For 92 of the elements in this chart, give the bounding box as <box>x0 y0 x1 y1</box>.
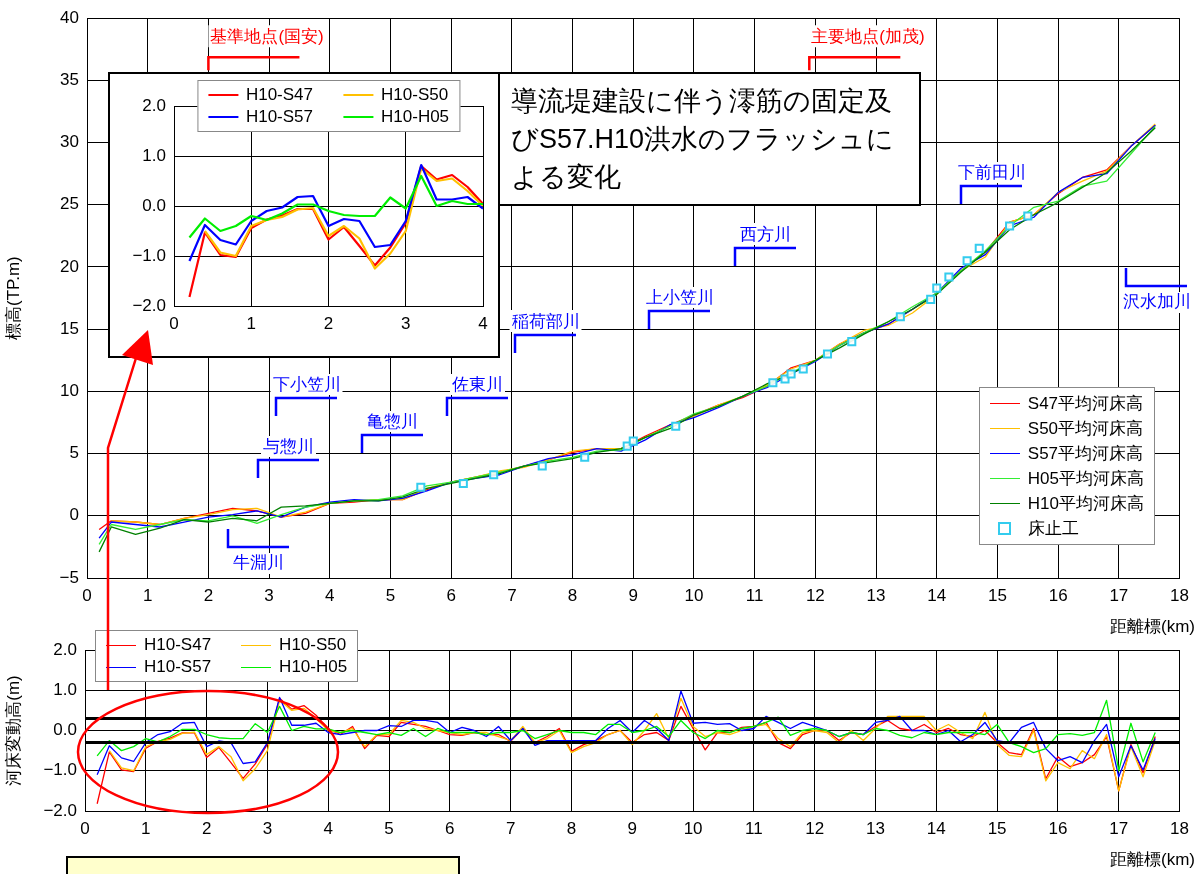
annotation: 下前田川 <box>957 163 1026 182</box>
x-tick-label: 14 <box>926 818 946 838</box>
legend-label: H10-H05 <box>381 107 450 127</box>
x-tick-label: 8 <box>566 818 577 838</box>
legend-label: 床止工 <box>1027 518 1079 540</box>
y-tick-label: 1.0 <box>142 145 166 165</box>
x-tick-label: 15 <box>987 585 1007 605</box>
annotation: 下小笠川 <box>272 375 341 394</box>
legend-label: H10-S57 <box>245 107 314 127</box>
x-tick-label: 16 <box>1048 585 1068 605</box>
y-tick-label: 2.0 <box>53 639 77 659</box>
x-tick-label: 10 <box>683 818 703 838</box>
x-tick-label: 14 <box>927 585 947 605</box>
x-tick-label: 15 <box>987 818 1007 838</box>
legend-label: S50平均河床高 <box>1027 418 1144 440</box>
x-tick-label: 0 <box>82 585 92 605</box>
legend-label: H10-S47 <box>144 635 212 655</box>
y-tick-label: 10 <box>60 381 79 401</box>
legend-label: H10-S50 <box>381 85 449 105</box>
x-tick-label: 4 <box>323 818 333 838</box>
legend-label: H10平均河床高 <box>1027 493 1144 515</box>
x-tick-label: 13 <box>866 585 886 605</box>
legend-label: S47平均河床高 <box>1027 393 1144 415</box>
x-tick-label: 4 <box>478 313 488 333</box>
y-tick-label: 0.0 <box>142 195 166 215</box>
y-tick-label: 35 <box>60 70 79 90</box>
annotation: 亀惣川 <box>367 412 418 431</box>
legend-label: H10-H05 <box>279 657 348 677</box>
y-tick-label: 25 <box>60 194 79 214</box>
x-tick-label: 9 <box>628 585 639 605</box>
legend-label: H10-S47 <box>245 85 314 105</box>
x-axis-title: 距離標(km) <box>1110 850 1195 869</box>
x-tick-label: 5 <box>384 818 394 838</box>
legend-label: H10-S57 <box>144 657 212 677</box>
x-tick-label: 11 <box>745 818 763 838</box>
x-tick-label: 2 <box>201 818 212 838</box>
y-tick-label: 0 <box>69 505 79 525</box>
y-tick-label: −1.0 <box>132 245 166 265</box>
ref-line-label: 主要地点(加茂) <box>811 27 925 47</box>
y-axis-title: 標高(TP.m) <box>3 256 23 340</box>
x-tick-label: 2 <box>323 313 334 333</box>
legend-label: S57平均河床高 <box>1027 443 1144 465</box>
x-tick-label: 3 <box>401 313 411 333</box>
x-tick-label: 6 <box>446 585 456 605</box>
x-tick-label: 18 <box>1170 585 1190 605</box>
annotation: 沢水加川 <box>1122 292 1191 312</box>
x-tick-label: 8 <box>567 585 578 605</box>
x-tick-label: 1 <box>246 313 256 333</box>
x-tick-label: 1 <box>141 818 151 838</box>
x-tick-label: 7 <box>507 585 517 605</box>
x-tick-label: 1 <box>142 585 153 605</box>
y-tick-label: 30 <box>60 132 79 152</box>
y-tick-label: 0.0 <box>53 720 77 740</box>
x-tick-label: 13 <box>866 818 885 838</box>
y-tick-label: 20 <box>60 256 79 276</box>
annotation: 与惣川 <box>263 437 314 456</box>
x-tick-label: 5 <box>385 585 396 605</box>
x-tick-label: 17 <box>1109 818 1129 838</box>
ref-line-label: 基準地点(国安) <box>210 27 324 47</box>
annotation: 佐東川 <box>452 375 503 394</box>
x-tick-label: 7 <box>505 818 516 838</box>
x-tick-label: 16 <box>1048 818 1068 838</box>
y-tick-label: −2.0 <box>132 295 166 315</box>
x-tick-label: 12 <box>805 585 825 605</box>
x-tick-label: 12 <box>805 818 825 838</box>
y-tick-label: 2.0 <box>142 95 166 115</box>
x-tick-label: 11 <box>745 585 764 605</box>
y-tick-label: 5 <box>69 443 79 463</box>
x-tick-label: 9 <box>627 818 638 838</box>
x-axis-title: 距離標(km) <box>1110 617 1195 636</box>
x-tick-label: 2 <box>203 585 214 605</box>
x-tick-label: 3 <box>264 585 274 605</box>
x-tick-label: 3 <box>262 818 273 838</box>
annotation: 西方川 <box>740 225 791 244</box>
legend-label: H10-S50 <box>279 635 347 655</box>
y-tick-label: 40 <box>60 7 79 27</box>
x-tick-label: 0 <box>169 313 179 333</box>
y-tick-label: −2.0 <box>43 800 77 820</box>
y-tick-label: −5 <box>59 567 79 587</box>
annotation: 稲荷部川 <box>511 312 580 331</box>
annotation: 牛淵川 <box>233 553 284 573</box>
x-tick-label: 17 <box>1109 585 1129 605</box>
y-axis-title: 河床変動高(m) <box>3 675 23 786</box>
annotation: 上小笠川 <box>645 288 714 307</box>
x-tick-label: 4 <box>325 585 335 605</box>
y-tick-label: −1.0 <box>43 760 77 780</box>
x-tick-label: 10 <box>684 585 704 605</box>
annotation: 導流堤建設に伴う澪筋の固定及びS57.H10洪水のフラッシュによる変化 <box>497 72 921 206</box>
y-tick-label: 1.0 <box>53 679 77 699</box>
legend-label: H05平均河床高 <box>1027 468 1144 490</box>
x-tick-label: 6 <box>445 818 455 838</box>
x-tick-label: 18 <box>1170 818 1190 838</box>
